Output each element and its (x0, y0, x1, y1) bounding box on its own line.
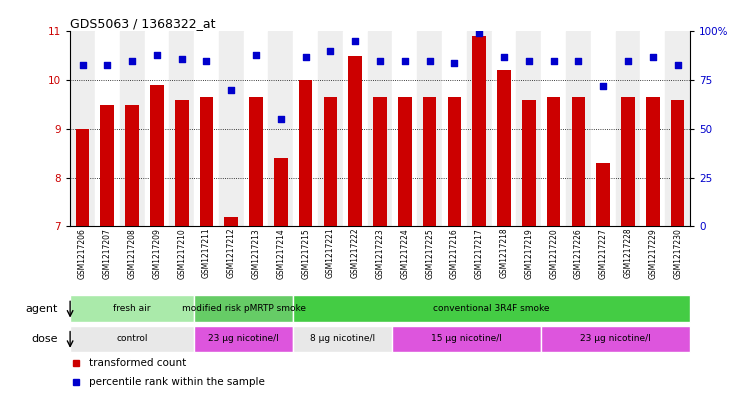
Text: percentile rank within the sample: percentile rank within the sample (89, 377, 265, 387)
Point (101, 61, 113, 68)
Bar (517, 31, 541, 226)
Bar (76, 129, 89, 226)
Point (176, 55, 187, 62)
Bar (572, 97, 585, 226)
Bar (200, 97, 213, 226)
Point (523, 57, 535, 64)
Bar (293, 326, 393, 352)
Point (498, 53, 510, 60)
Bar (641, 31, 665, 226)
Bar (467, 31, 492, 226)
Bar (70, 31, 95, 226)
Bar (249, 97, 263, 226)
Bar (472, 36, 486, 226)
Bar (194, 326, 293, 352)
Point (399, 57, 411, 64)
Point (225, 87, 237, 93)
Bar (566, 31, 591, 226)
Point (325, 48, 337, 54)
Bar (671, 100, 684, 226)
Bar (194, 296, 293, 322)
Point (151, 52, 163, 58)
Bar (348, 56, 362, 226)
Bar (70, 326, 194, 352)
Bar (224, 217, 238, 226)
Bar (95, 31, 120, 226)
Text: 8 μg nicotine/l: 8 μg nicotine/l (310, 334, 376, 343)
Point (77, 61, 89, 68)
Point (647, 53, 659, 60)
Point (374, 57, 386, 64)
Bar (169, 31, 194, 226)
Point (275, 116, 287, 122)
Bar (175, 100, 188, 226)
Bar (343, 31, 368, 226)
Text: 15 μg nicotine/l: 15 μg nicotine/l (432, 334, 503, 343)
Text: fresh air: fresh air (114, 304, 151, 313)
Bar (442, 31, 467, 226)
Bar (293, 296, 690, 322)
Bar (522, 100, 536, 226)
Bar (497, 70, 511, 226)
Bar (269, 31, 293, 226)
Bar (373, 97, 387, 226)
Bar (646, 97, 660, 226)
Bar (591, 31, 615, 226)
Point (622, 57, 634, 64)
Bar (293, 31, 318, 226)
Bar (596, 163, 610, 226)
Bar (100, 105, 114, 226)
Bar (541, 31, 566, 226)
Bar (423, 97, 436, 226)
Text: dose: dose (31, 334, 58, 344)
Bar (299, 80, 312, 226)
Bar (393, 31, 417, 226)
Bar (244, 31, 269, 226)
Point (473, 30, 485, 37)
Bar (492, 31, 517, 226)
Bar (125, 105, 139, 226)
Bar (368, 31, 393, 226)
Text: 23 μg nicotine/l: 23 μg nicotine/l (208, 334, 279, 343)
Bar (194, 31, 219, 226)
Point (424, 57, 435, 64)
Bar (417, 31, 442, 226)
Point (349, 38, 361, 44)
Bar (541, 326, 690, 352)
Text: transformed count: transformed count (89, 358, 186, 367)
Text: GDS5063 / 1368322_at: GDS5063 / 1368322_at (70, 17, 215, 30)
Bar (274, 158, 288, 226)
Point (126, 57, 138, 64)
Bar (145, 31, 169, 226)
Text: 23 μg nicotine/l: 23 μg nicotine/l (580, 334, 651, 343)
Bar (665, 31, 690, 226)
Bar (448, 97, 461, 226)
Bar (621, 97, 635, 226)
Point (672, 61, 683, 68)
Bar (324, 97, 337, 226)
Bar (398, 97, 412, 226)
Point (250, 52, 262, 58)
Bar (120, 31, 145, 226)
Bar (318, 31, 343, 226)
Point (449, 59, 461, 66)
Text: control: control (117, 334, 148, 343)
Bar (219, 31, 244, 226)
Text: agent: agent (25, 304, 58, 314)
Point (573, 57, 584, 64)
Point (597, 83, 609, 89)
Bar (615, 31, 641, 226)
Point (201, 57, 213, 64)
Bar (393, 326, 541, 352)
Text: conventional 3R4F smoke: conventional 3R4F smoke (433, 304, 550, 313)
Point (548, 57, 559, 64)
Bar (547, 97, 560, 226)
Text: modified risk pMRTP smoke: modified risk pMRTP smoke (182, 304, 306, 313)
Bar (70, 296, 194, 322)
Point (300, 53, 311, 60)
Bar (150, 85, 164, 226)
